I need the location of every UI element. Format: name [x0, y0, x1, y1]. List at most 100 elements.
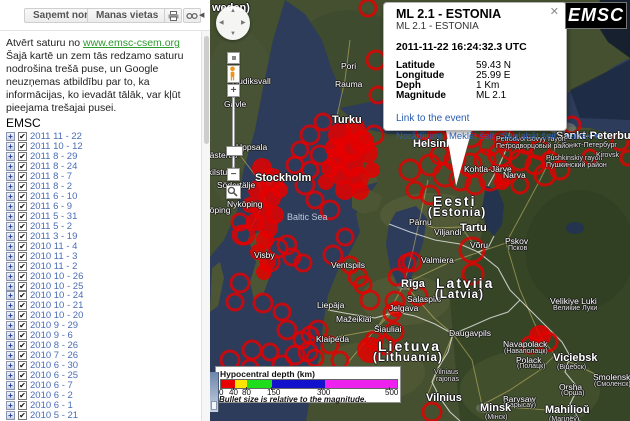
- date-link[interactable]: 2010 8 - 26: [30, 340, 79, 352]
- quake-marker[interactable]: [619, 149, 630, 167]
- pan-right-icon[interactable]: ▶: [241, 20, 246, 26]
- expand-plus-icon[interactable]: +: [6, 281, 15, 291]
- expand-plus-icon[interactable]: +: [6, 370, 15, 380]
- quake-marker[interactable]: [225, 292, 245, 312]
- date-checkbox[interactable]: ✔: [18, 162, 27, 172]
- quake-marker[interactable]: [359, 289, 381, 311]
- expand-plus-icon[interactable]: +: [6, 361, 15, 371]
- date-checkbox[interactable]: ✔: [18, 390, 27, 400]
- quake-marker[interactable]: [533, 163, 557, 187]
- quake-marker[interactable]: [363, 124, 385, 146]
- date-link[interactable]: 2011 6 - 10: [30, 191, 78, 203]
- expand-plus-icon[interactable]: +: [6, 271, 15, 281]
- popup-action-link[interactable]: Norādījumi: [396, 131, 442, 142]
- sidebar-scrollbar-thumb[interactable]: [204, 36, 209, 144]
- quake-marker[interactable]: [364, 330, 384, 350]
- street-view-pegman[interactable]: [227, 65, 240, 83]
- map-mode-button[interactable]: [227, 52, 240, 64]
- date-link[interactable]: 2010 5 - 21: [30, 409, 79, 421]
- date-checkbox[interactable]: ✔: [18, 142, 27, 152]
- date-checkbox[interactable]: ✔: [18, 291, 27, 301]
- date-checkbox[interactable]: ✔: [18, 400, 27, 410]
- quake-marker[interactable]: [610, 132, 630, 152]
- date-checkbox[interactable]: ✔: [18, 380, 27, 390]
- quake-marker[interactable]: [458, 236, 486, 264]
- expand-plus-icon[interactable]: +: [6, 202, 15, 212]
- quake-marker[interactable]: [318, 174, 334, 190]
- expand-plus-icon[interactable]: +: [6, 241, 15, 251]
- date-link[interactable]: 2010 11 - 2: [30, 260, 78, 272]
- quake-marker[interactable]: [398, 158, 422, 182]
- quake-marker[interactable]: [252, 292, 274, 314]
- date-link[interactable]: 2010 9 - 6: [30, 330, 73, 342]
- expand-plus-icon[interactable]: +: [6, 172, 15, 182]
- date-checkbox[interactable]: ✔: [18, 271, 27, 281]
- quake-marker[interactable]: [259, 251, 281, 273]
- expand-plus-icon[interactable]: +: [6, 182, 15, 192]
- date-checkbox[interactable]: ✔: [18, 211, 27, 221]
- quake-marker[interactable]: [309, 144, 331, 166]
- date-link[interactable]: 2011 8 - 2: [30, 181, 73, 193]
- date-checkbox[interactable]: ✔: [18, 192, 27, 202]
- print-button[interactable]: [164, 8, 182, 23]
- quake-marker[interactable]: [272, 182, 288, 198]
- date-link[interactable]: 2011 5 - 31: [30, 210, 78, 222]
- date-link[interactable]: 2011 11 - 22: [30, 131, 82, 143]
- pan-up-icon[interactable]: ▲: [230, 8, 236, 14]
- overview-magnifier-button[interactable]: [226, 185, 241, 199]
- quake-marker[interactable]: [276, 234, 298, 256]
- date-checkbox[interactable]: ✔: [18, 370, 27, 380]
- quake-marker[interactable]: [322, 244, 344, 266]
- emsc-site-link[interactable]: www.emsc-csem.org: [83, 37, 180, 49]
- quake-marker[interactable]: [581, 148, 599, 166]
- quake-marker[interactable]: [364, 162, 380, 178]
- date-checkbox[interactable]: ✔: [18, 351, 27, 361]
- quake-marker[interactable]: [319, 199, 341, 221]
- date-link[interactable]: 2010 5 - 17: [30, 420, 78, 421]
- quake-marker[interactable]: [461, 262, 485, 286]
- date-link[interactable]: 2010 6 - 1: [30, 399, 73, 411]
- date-checkbox[interactable]: ✔: [18, 172, 27, 182]
- close-icon[interactable]: ✕: [549, 6, 559, 18]
- sidebar-scrollbar[interactable]: [201, 31, 210, 421]
- quake-marker[interactable]: [383, 321, 405, 343]
- quake-marker[interactable]: [231, 224, 253, 246]
- date-link[interactable]: 2010 7 - 26: [30, 350, 79, 362]
- expand-plus-icon[interactable]: +: [6, 251, 15, 261]
- expand-plus-icon[interactable]: +: [6, 321, 15, 331]
- quake-marker[interactable]: [299, 124, 321, 146]
- quake-marker[interactable]: [293, 253, 313, 273]
- date-checkbox[interactable]: ✔: [18, 251, 27, 261]
- popup-action-link[interactable]: vairāk ▾: [565, 131, 599, 142]
- date-checkbox[interactable]: ✔: [18, 341, 27, 351]
- zoom-slider-thumb[interactable]: [226, 146, 243, 156]
- quake-marker[interactable]: [494, 174, 510, 190]
- date-link[interactable]: 2010 9 - 29: [30, 320, 79, 332]
- date-link[interactable]: 2010 10 - 20: [30, 310, 84, 322]
- popup-action-link[interactable]: Saglabāt šeit:: [501, 131, 559, 142]
- expand-plus-icon[interactable]: +: [6, 211, 15, 221]
- event-link[interactable]: Link to the event: [396, 113, 470, 124]
- date-checkbox[interactable]: ✔: [18, 331, 27, 341]
- date-checkbox[interactable]: ✔: [18, 221, 27, 231]
- quake-marker[interactable]: [419, 184, 441, 206]
- pan-down-icon[interactable]: ▼: [230, 31, 236, 37]
- date-link[interactable]: 2010 10 - 21: [30, 300, 84, 312]
- date-link[interactable]: 2010 6 - 7: [30, 379, 73, 391]
- popup-action-link[interactable]: Meklēt šeit: [448, 131, 495, 142]
- quake-marker[interactable]: [510, 175, 530, 195]
- quake-marker[interactable]: [256, 264, 272, 280]
- collapse-panel-icon[interactable]: ◀: [199, 12, 205, 19]
- date-link[interactable]: 2010 10 - 25: [30, 280, 84, 292]
- quake-marker[interactable]: [313, 112, 333, 132]
- quake-marker[interactable]: [421, 401, 443, 421]
- date-link[interactable]: 2011 6 - 9: [30, 201, 73, 213]
- quake-marker[interactable]: [384, 290, 406, 312]
- quake-marker[interactable]: [272, 302, 292, 322]
- expand-plus-icon[interactable]: +: [6, 132, 15, 142]
- quake-marker[interactable]: [230, 212, 250, 232]
- date-link[interactable]: 2011 8 - 7: [30, 171, 73, 183]
- quake-marker[interactable]: [351, 182, 369, 200]
- date-checkbox[interactable]: ✔: [18, 361, 27, 371]
- expand-plus-icon[interactable]: +: [6, 410, 15, 420]
